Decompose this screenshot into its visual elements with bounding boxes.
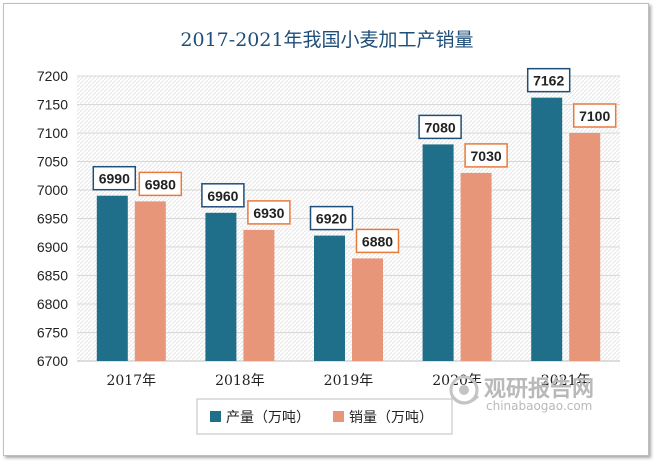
data-label-box <box>464 143 508 168</box>
x-axis: 2017年 2018年 2019年 2020年 2021年 <box>106 373 590 389</box>
data-label-box <box>418 114 462 140</box>
data-label-box <box>309 205 354 231</box>
y-tick-label: 7150 <box>37 97 68 113</box>
watermark-logo-icon <box>449 375 480 405</box>
bar-production <box>314 235 345 361</box>
bar-production <box>531 97 563 361</box>
data-label: 6920 <box>309 205 354 231</box>
y-tick-label: 7000 <box>37 182 68 198</box>
legend-swatch <box>333 411 344 422</box>
data-label-text: 7162 <box>533 73 564 89</box>
data-label-text: 6880 <box>362 233 393 249</box>
data-label-box <box>247 200 291 225</box>
bar-sales <box>352 258 383 361</box>
legend-swatch <box>210 411 221 422</box>
data-label: 7162 <box>526 67 571 93</box>
data-label-box <box>92 165 137 191</box>
bar-sales <box>569 133 601 361</box>
y-tick-label: 6950 <box>37 211 68 227</box>
y-tick-label: 7050 <box>37 154 68 170</box>
data-label: 6980 <box>138 171 183 197</box>
data-label-text: 6960 <box>207 188 238 204</box>
data-label: 7080 <box>418 114 462 140</box>
y-tick-label: 7100 <box>37 125 68 141</box>
bar-production <box>422 144 454 361</box>
y-tick-label: 6750 <box>37 325 68 341</box>
bar-sales <box>134 201 166 361</box>
bars <box>96 97 601 361</box>
data-label-box <box>526 67 571 93</box>
y-tick-label: 6700 <box>37 353 68 369</box>
legend-box <box>196 398 453 435</box>
data-label-text: 6930 <box>253 205 284 221</box>
y-tick-label: 6800 <box>37 296 68 312</box>
watermark-name: 观研报告网 <box>484 377 594 402</box>
data-label: 6990 <box>92 165 137 191</box>
bar-production <box>205 212 237 361</box>
chart-title: 2017-2021年我国小麦加工产销量 <box>180 29 473 51</box>
data-label-box <box>572 103 617 128</box>
x-tick-label: 2017年 <box>106 373 156 389</box>
data-label-text: 6990 <box>99 171 130 187</box>
data-label: 6880 <box>355 228 400 254</box>
data-labels: 6990 6980 6960 6930 6920 6880 7080 7030 7162 7100 <box>92 67 617 254</box>
y-tick-label: 6850 <box>37 268 68 284</box>
watermark: 观研报告网 chinabaogao.com <box>449 375 594 413</box>
y-tick-label: 6900 <box>37 239 68 255</box>
watermark-url: chinabaogao.com <box>486 399 592 413</box>
data-label: 6930 <box>247 200 291 225</box>
legend-label: 销量（万吨） <box>349 410 433 426</box>
data-label: 7100 <box>572 103 617 128</box>
bar-sales <box>460 172 492 361</box>
data-label-box <box>355 228 400 254</box>
data-label-text: 6980 <box>145 176 176 192</box>
x-tick-label: 2021年 <box>541 373 591 389</box>
data-label: 6960 <box>201 183 245 208</box>
data-label: 7030 <box>464 143 508 168</box>
bar-sales <box>243 229 275 361</box>
y-tick-label: 7200 <box>37 68 68 84</box>
data-label-text: 7100 <box>579 108 610 124</box>
data-label-box <box>138 171 183 197</box>
legend: 产量（万吨） 销量（万吨） <box>196 398 453 435</box>
data-label-text: 6920 <box>316 211 347 227</box>
data-label-text: 7080 <box>425 119 456 135</box>
legend-label: 产量（万吨） <box>226 410 310 426</box>
x-tick-label: 2019年 <box>324 373 374 389</box>
data-label-text: 7030 <box>471 148 502 164</box>
bar-production <box>96 195 128 361</box>
data-label-box <box>201 183 245 208</box>
y-axis: 6700 6750 6800 6850 6900 6950 7000 7050 7100 7150… <box>37 68 68 369</box>
x-tick-label: 2018年 <box>215 373 265 389</box>
